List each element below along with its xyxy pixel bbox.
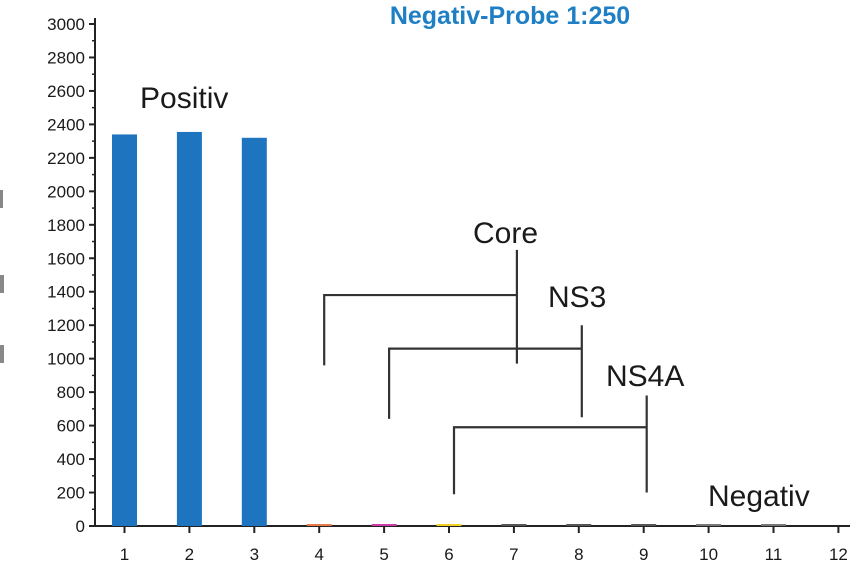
x-tick-label: 5 xyxy=(379,545,388,564)
bar xyxy=(566,524,592,526)
x-tick-label: 6 xyxy=(444,545,453,564)
bar xyxy=(176,131,202,526)
x-tick-label: 2 xyxy=(185,545,194,564)
y-tick-label: 0 xyxy=(76,517,85,536)
y-label-fragment-mark xyxy=(0,190,3,208)
y-tick-label: 1800 xyxy=(47,216,85,235)
bar xyxy=(631,524,657,526)
y-tick-label: 2600 xyxy=(47,82,85,101)
y-tick-label: 400 xyxy=(57,450,85,469)
x-tick-label: 9 xyxy=(639,545,648,564)
bar xyxy=(761,524,786,526)
y-tick-label: 1400 xyxy=(47,283,85,302)
y-tick-label: 3000 xyxy=(47,15,85,34)
brackets xyxy=(323,249,648,495)
x-tick-label: 12 xyxy=(829,545,848,564)
annotation-ns4a: NS4A xyxy=(606,360,684,393)
bar xyxy=(501,524,527,526)
bracket-ns4a xyxy=(452,395,648,495)
axes xyxy=(94,18,850,527)
annotation-ns3: NS3 xyxy=(548,281,606,314)
bar xyxy=(371,524,397,526)
y-label-fragment-mark xyxy=(0,275,4,293)
x-tick-label: 4 xyxy=(314,545,323,564)
bar xyxy=(696,524,722,526)
y-tick-label: 200 xyxy=(57,484,85,503)
x-tick-label: 3 xyxy=(250,545,259,564)
x-tick-label: 11 xyxy=(765,545,783,564)
x-tick-label: 10 xyxy=(699,545,718,564)
bars xyxy=(112,131,786,526)
y-tick-label: 600 xyxy=(57,417,85,436)
bracket-ns3 xyxy=(388,325,583,419)
annotation-negativ: Negativ xyxy=(708,480,810,513)
y-tick-label: 1200 xyxy=(47,316,85,335)
bracket-core xyxy=(323,249,518,366)
y-axis-label-fragment xyxy=(0,190,4,363)
chart-title: Negativ-Probe 1:250 xyxy=(390,2,630,30)
bar xyxy=(306,524,332,526)
y-tick-label: 1600 xyxy=(47,249,85,268)
bar xyxy=(112,134,137,526)
bar xyxy=(436,524,462,526)
y-tick-label: 2400 xyxy=(47,115,85,134)
annotation-positiv: Positiv xyxy=(140,82,228,115)
y-label-fragment-mark xyxy=(0,345,4,363)
bar xyxy=(241,137,267,526)
x-tick-label: 8 xyxy=(574,545,583,564)
x-tick-label: 1 xyxy=(120,545,129,564)
y-tick-label: 2000 xyxy=(47,182,85,201)
y-tick-label: 1000 xyxy=(47,350,85,369)
y-axis-ticks: 0 200 400 600 800 1000 1200 1400 1600 1800 2000 220… xyxy=(47,15,95,536)
x-tick-label: 7 xyxy=(509,545,518,564)
x-axis-ticks: 1 2 3 4 5 6 7 8 9 10 11 12 xyxy=(120,526,848,564)
y-tick-label: 2800 xyxy=(47,48,85,67)
y-tick-label: 800 xyxy=(57,383,85,402)
annotation-core: Core xyxy=(473,217,538,250)
y-tick-label: 2200 xyxy=(47,149,85,168)
